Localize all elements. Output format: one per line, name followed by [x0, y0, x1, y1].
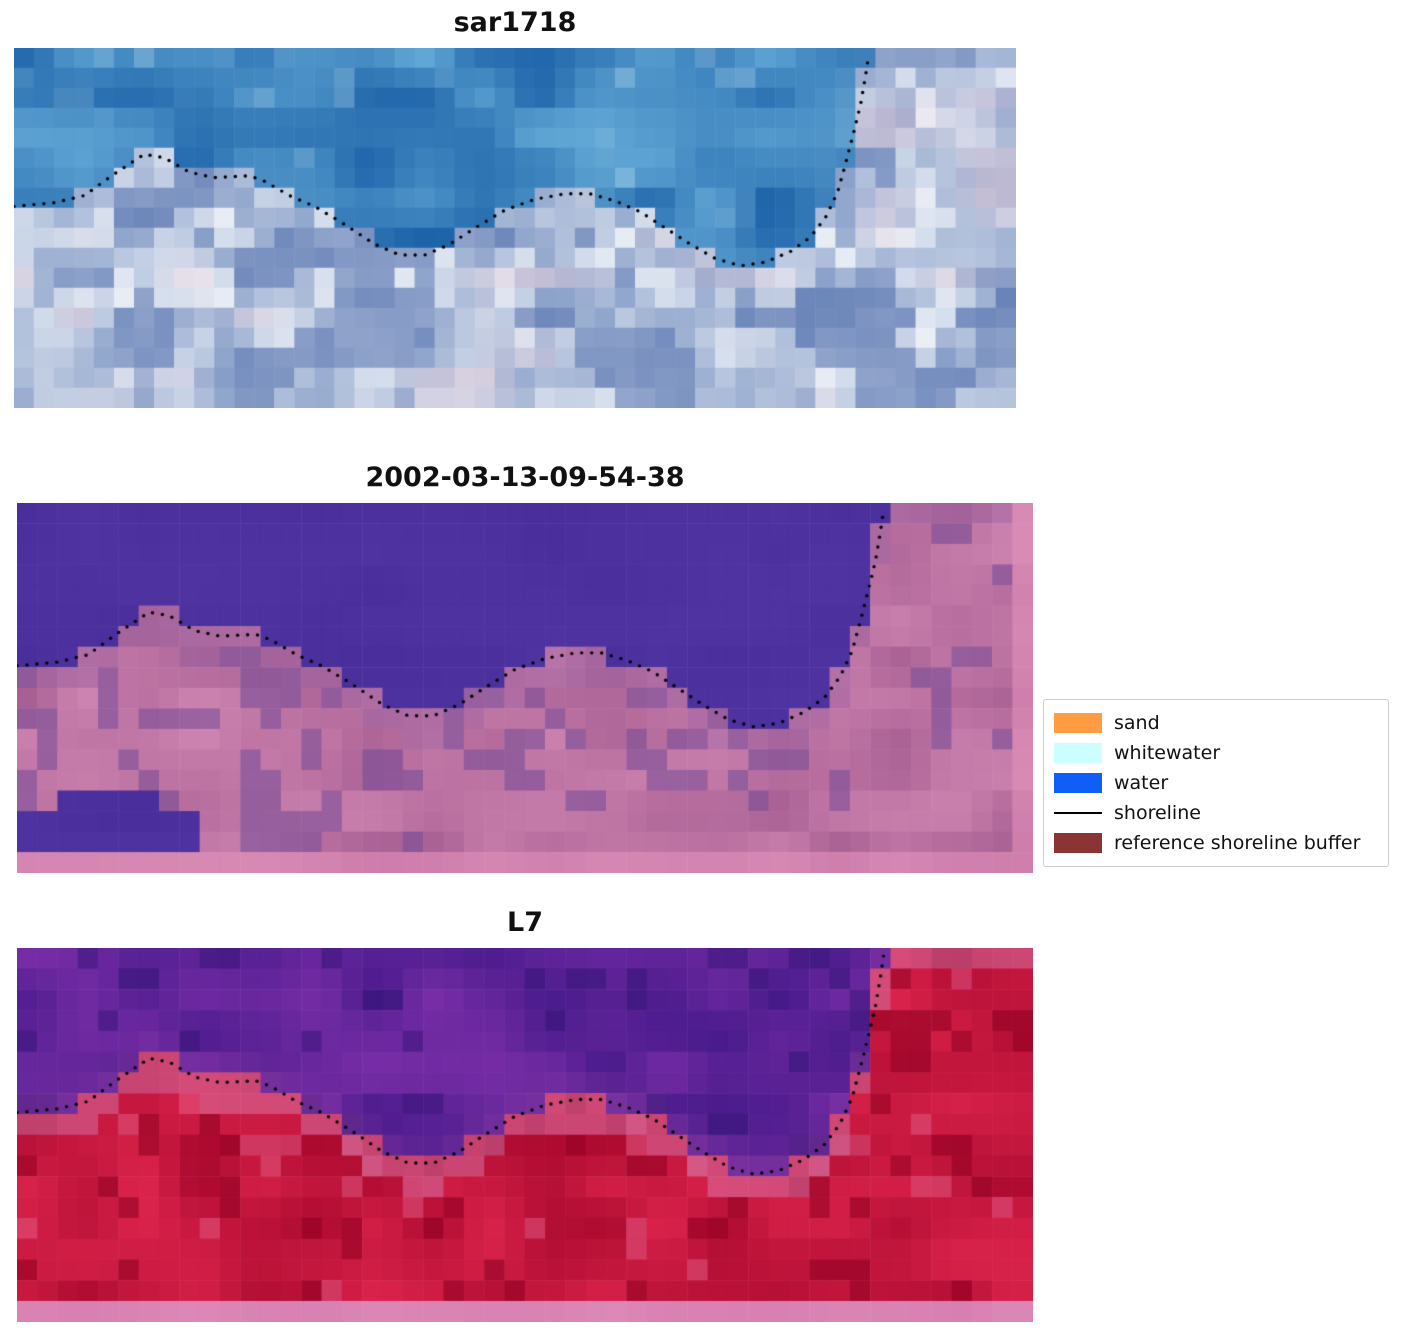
legend-label-reference-shoreline-buffer: reference shoreline buffer: [1114, 832, 1361, 854]
legend: sand whitewater water shoreline referenc…: [1043, 699, 1389, 867]
panel-sar: sar1718: [14, 6, 1016, 408]
legend-label-water: water: [1114, 772, 1169, 794]
panel-title-sar: sar1718: [453, 7, 577, 38]
panel-l7: L7: [17, 906, 1033, 1322]
whitewater-swatch: [1054, 743, 1102, 763]
l7-image: [17, 948, 1033, 1322]
legend-label-shoreline: shoreline: [1114, 802, 1201, 824]
classified-image: [17, 503, 1033, 873]
legend-item-water: water: [1054, 768, 1378, 798]
legend-item-shoreline: shoreline: [1054, 798, 1378, 828]
shoreline-swatch: [1054, 812, 1102, 814]
panel-title-classified: 2002-03-13-09-54-38: [365, 462, 685, 493]
reference-shoreline-buffer-swatch: [1054, 833, 1102, 853]
legend-item-sand: sand: [1054, 708, 1378, 738]
sand-swatch: [1054, 713, 1102, 733]
legend-item-whitewater: whitewater: [1054, 738, 1378, 768]
legend-item-reference-shoreline-buffer: reference shoreline buffer: [1054, 828, 1378, 858]
panel-title-l7: L7: [507, 907, 543, 938]
water-swatch: [1054, 773, 1102, 793]
legend-label-sand: sand: [1114, 712, 1160, 734]
sar-image: [14, 48, 1016, 408]
legend-label-whitewater: whitewater: [1114, 742, 1221, 764]
panel-classified: 2002-03-13-09-54-38: [17, 461, 1033, 873]
